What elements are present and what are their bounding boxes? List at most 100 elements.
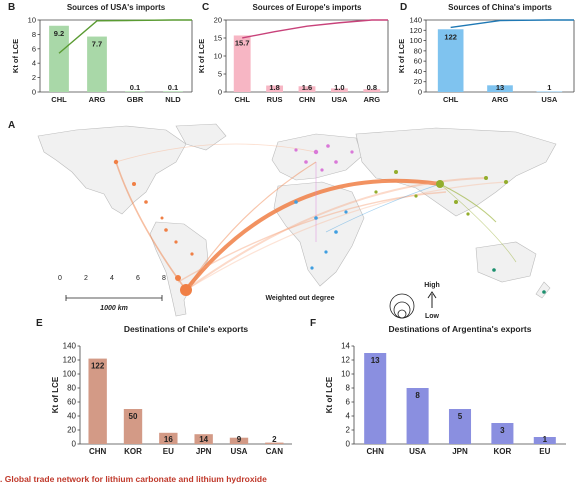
legend-title: Weighted out degree <box>265 295 334 302</box>
north-america-land <box>37 125 187 215</box>
node-asia <box>414 194 418 198</box>
flow-chl-kor <box>185 177 487 291</box>
panel-label-a: A <box>8 120 16 131</box>
panel-label-f: F <box>310 318 317 329</box>
y-axis-label: Kt of LCE <box>51 376 60 413</box>
bar <box>536 91 563 93</box>
y-tick-label: 80 <box>414 46 422 55</box>
bar <box>406 388 429 444</box>
y-tick-label: 0 <box>218 88 222 97</box>
x-tick-label: RUS <box>267 95 283 104</box>
trade-flows <box>115 143 517 292</box>
x-tick-label: ARG <box>363 95 380 104</box>
node-europe <box>334 160 338 164</box>
bar <box>87 36 107 92</box>
y-tick-label: 6 <box>32 44 36 53</box>
bar-value-label: 3 <box>500 426 505 435</box>
y-tick-label: 15 <box>214 34 222 43</box>
node-china <box>436 180 444 188</box>
world-landmasses <box>37 123 557 317</box>
x-tick-label: USA <box>331 95 347 104</box>
bar-value-label: 13 <box>496 83 504 92</box>
y-tick-label: 120 <box>63 356 77 365</box>
bar <box>487 85 513 92</box>
y-tick-label: 0 <box>418 88 422 97</box>
panel-label-d: D <box>400 2 408 13</box>
africa-land <box>273 181 365 287</box>
flow-chl-jpn <box>185 181 507 291</box>
bar <box>125 91 145 92</box>
bar-value-label: 5 <box>458 412 463 421</box>
bar <box>88 358 107 444</box>
node-europe <box>294 148 298 152</box>
flow-asia-oceania <box>439 183 517 263</box>
y-tick-label: 10 <box>28 16 36 25</box>
node-asia <box>454 200 458 204</box>
y-tick-label: 6 <box>346 398 351 407</box>
panel-label-e: E <box>36 318 43 329</box>
x-tick-label: ARG <box>492 95 509 104</box>
bar-value-label: 122 <box>444 32 457 41</box>
degree-legend: Weighted out degree High Low <box>265 282 439 320</box>
bar-value-label: 7.7 <box>92 40 102 49</box>
chart-title: Sources of China's imports <box>448 3 552 12</box>
node-africa <box>314 216 318 220</box>
panel-label-c: C <box>202 2 210 13</box>
new-zealand-land <box>535 281 551 299</box>
node-asia <box>484 176 488 180</box>
node-europe <box>320 168 324 172</box>
europe-land <box>271 133 363 181</box>
y-tick-label: 100 <box>63 370 77 379</box>
x-tick-label: ARG <box>89 95 106 104</box>
x-tick-label: EU <box>163 447 174 456</box>
trade-nodes <box>113 144 546 296</box>
x-tick-label: JPN <box>196 447 212 456</box>
bar <box>194 434 213 444</box>
y-axis-label: Kt of LCE <box>397 39 406 73</box>
x-tick-label: NLD <box>165 95 181 104</box>
y-tick-label: 4 <box>32 59 36 68</box>
node-americas <box>164 228 168 232</box>
legend-circle-small <box>397 309 407 319</box>
node-oceania <box>542 290 546 294</box>
flow-chl-usa <box>115 161 187 291</box>
node-europe <box>313 149 319 155</box>
y-tick-label: 60 <box>414 57 422 66</box>
y-tick-label: 20 <box>414 77 422 86</box>
bar-value-label: 9 <box>237 435 242 444</box>
bar-value-label: 16 <box>164 435 173 444</box>
greenland-land <box>175 123 227 151</box>
y-tick-label: 80 <box>67 384 76 393</box>
scale-tick-label: 4 <box>110 275 114 282</box>
node-americas <box>190 252 194 256</box>
bar-value-label: 9.2 <box>54 29 64 38</box>
x-tick-label: USA <box>541 95 557 104</box>
node-asia <box>374 190 378 194</box>
y-tick-label: 2 <box>346 426 351 435</box>
node-africa <box>294 200 298 204</box>
argentina-exports-chart: Destinations of Argentina's exports Kt of… <box>325 324 566 456</box>
x-tick-label: CHN <box>89 447 107 456</box>
bar <box>437 29 464 93</box>
y-tick-label: 60 <box>67 398 76 407</box>
x-tick-label: CHL <box>443 95 459 104</box>
bar <box>229 437 249 444</box>
y-tick-label: 0 <box>346 440 351 449</box>
bar <box>233 35 251 92</box>
node-argentina <box>175 275 181 281</box>
node-africa <box>324 250 328 254</box>
bar-value-label: 15.7 <box>235 38 250 47</box>
chart-title: Sources of USA's imports <box>67 3 166 12</box>
bar-value-label: 0.1 <box>168 83 178 92</box>
bar <box>49 25 69 92</box>
y-tick-label: 8 <box>346 384 351 393</box>
bar <box>533 437 556 444</box>
y-axis-label: Kt of LCE <box>197 39 206 73</box>
trade-network-map: 0 2 4 6 8 1000 km Weighted out degree Hi… <box>37 123 557 320</box>
bar <box>123 409 143 444</box>
y-tick-label: 0 <box>32 88 36 97</box>
x-tick-label: GBR <box>127 95 144 104</box>
bar-value-label: 1.8 <box>269 83 279 92</box>
scale-distance-label: 1000 km <box>100 305 128 312</box>
node-asia <box>466 212 470 216</box>
